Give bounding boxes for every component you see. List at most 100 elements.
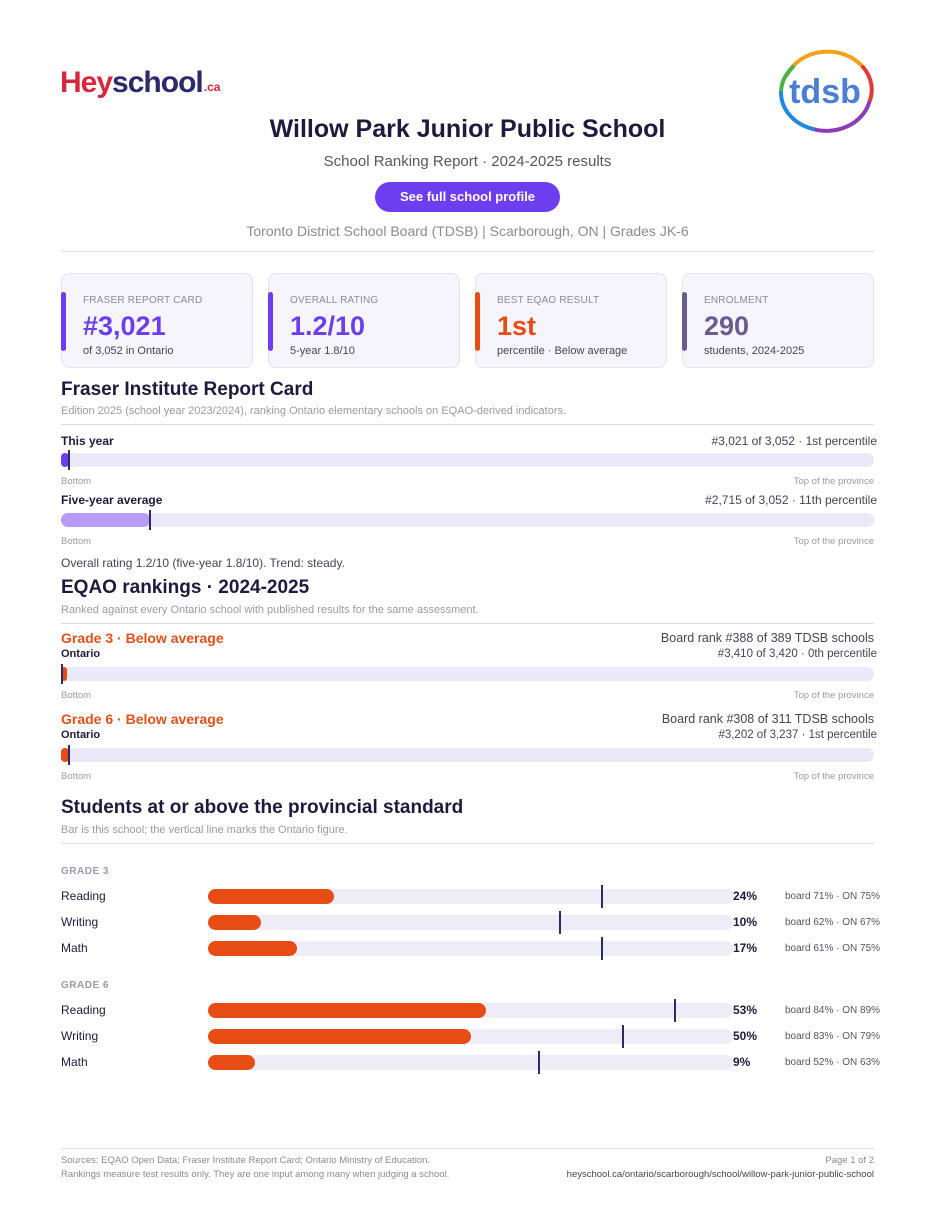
comparison-text: board 83% · ON 79% — [785, 1031, 881, 1042]
grade3-group-label: GRADE 3 — [61, 866, 109, 877]
card-label: FRASER REPORT CARD — [83, 295, 203, 306]
bar-marker — [149, 510, 152, 530]
subject-label: Writing — [61, 1029, 99, 1043]
bar-fill — [61, 453, 70, 467]
footer-sources: Sources: EQAO Open Data; Fraser Institut… — [61, 1155, 431, 1166]
eqao-board-rank: Board rank #388 of 389 TDSB schools — [660, 631, 874, 645]
subject-label: Math — [61, 1055, 88, 1069]
card-label: BEST EQAO RESULT — [497, 295, 600, 306]
school-title: Willow Park Junior Public School — [269, 115, 666, 143]
school-percent: 24% — [733, 889, 758, 903]
bar-fill — [61, 667, 67, 681]
heyschool-logo: Hey school .ca — [60, 66, 221, 99]
report-subtitle: School Ranking Report · 2024-2025 result… — [323, 153, 612, 170]
standards-heading: Students at or above the provincial stan… — [61, 797, 464, 818]
scale-bottom: Bottom — [61, 771, 92, 782]
board-location-line: Toronto District School Board (TDSB) | S… — [246, 223, 689, 239]
comparison-text: board 61% · ON 75% — [785, 943, 881, 954]
card-sub: students, 2024-2025 — [704, 345, 805, 357]
fraser-row-label: This year — [61, 434, 114, 448]
fraser-row-label: Five-year average — [61, 493, 163, 507]
bar-fill — [61, 748, 70, 762]
fraser-rank-card: FRASER REPORT CARD #3,021 of 3,052 in On… — [61, 273, 253, 368]
standard-bar — [208, 1025, 733, 1048]
comparison-text: board 84% · ON 89% — [785, 1005, 881, 1016]
divider — [61, 843, 874, 844]
school-percent: 10% — [733, 915, 758, 929]
scale-bottom: Bottom — [61, 536, 92, 547]
card-value: 1.2/10 — [290, 311, 366, 341]
ontario-marker — [600, 885, 603, 908]
bar-marker — [68, 450, 71, 470]
card-accent — [475, 292, 480, 351]
ontario-marker — [600, 937, 603, 960]
comparison-text: board 52% · ON 63% — [785, 1057, 881, 1068]
divider — [61, 251, 874, 252]
fraser-five-year-bar — [61, 510, 874, 530]
scale-top: Top of the province — [793, 771, 874, 782]
card-sub: 5-year 1.8/10 — [290, 345, 355, 357]
scale-top: Top of the province — [793, 536, 874, 547]
eqao-grade-title: Grade 3 · Below average — [61, 630, 224, 646]
divider — [61, 424, 874, 425]
standards-note: Bar is this school; the vertical line ma… — [61, 824, 348, 836]
bar-fill — [61, 513, 151, 527]
card-sub: percentile · Below average — [497, 345, 628, 357]
ontario-marker — [621, 1025, 624, 1048]
card-label: ENROLMENT — [704, 295, 769, 306]
full-profile-button[interactable]: See full school profile — [375, 182, 560, 212]
fraser-summary: Overall rating 1.2/10 (five-year 1.8/10)… — [61, 556, 345, 570]
comparison-text: board 71% · ON 75% — [785, 891, 881, 902]
scale-bottom: Bottom — [61, 690, 92, 701]
fraser-row-rank: #3,021 of 3,052 · 1st percentile — [711, 434, 877, 448]
eqao-board-rank: Board rank #308 of 311 TDSB schools — [661, 712, 874, 726]
footer-url[interactable]: heyschool.ca/ontario/scarborough/school/… — [566, 1169, 874, 1180]
scale-top: Top of the province — [793, 476, 874, 487]
standard-bar — [208, 937, 733, 960]
grade6-group-label: GRADE 6 — [61, 980, 109, 991]
card-label: OVERALL RATING — [290, 295, 379, 306]
eqao-prov-rank: #3,202 of 3,237 · 1st percentile — [718, 729, 877, 741]
subject-label: Reading — [61, 1003, 106, 1017]
divider — [61, 623, 874, 624]
eqao-grade3-bar — [61, 664, 874, 684]
school-fill — [208, 915, 261, 930]
overall-rating-card: OVERALL RATING 1.2/10 5-year 1.8/10 — [268, 273, 460, 368]
best-eqao-card: BEST EQAO RESULT 1st percentile · Below … — [475, 273, 667, 368]
eqao-prov-rank: #3,410 of 3,420 · 0th percentile — [717, 648, 877, 660]
standard-bar — [208, 911, 733, 934]
card-accent — [682, 292, 687, 351]
school-fill — [208, 1055, 256, 1070]
scale-bottom: Bottom — [61, 476, 92, 487]
bar-marker — [68, 745, 71, 765]
school-percent: 9% — [733, 1055, 751, 1069]
eqao-note: Ranked against every Ontario school with… — [61, 604, 479, 616]
fraser-this-year-bar — [61, 450, 874, 470]
page-number: Page 1 of 2 — [825, 1155, 874, 1166]
card-value: #3,021 — [83, 311, 166, 341]
school-fill — [208, 941, 298, 956]
subject-label: Reading — [61, 889, 106, 903]
school-fill — [208, 889, 334, 904]
eqao-grade-title: Grade 6 · Below average — [61, 711, 224, 727]
ontario-marker — [674, 999, 677, 1022]
footer-disclaimer: Rankings measure test results only. They… — [61, 1169, 450, 1180]
card-value: 1st — [497, 311, 537, 341]
tdsb-logo: tdsb — [779, 49, 874, 133]
ontario-marker — [537, 1051, 540, 1074]
standard-bar — [208, 999, 733, 1022]
card-accent — [268, 292, 273, 351]
fraser-note: Edition 2025 (school year 2023/2024), ra… — [61, 405, 567, 417]
fraser-row-rank: #2,715 of 3,052 · 11th percentile — [705, 493, 877, 507]
school-percent: 17% — [733, 941, 758, 955]
school-percent: 50% — [733, 1029, 758, 1043]
scale-top: Top of the province — [793, 690, 874, 701]
eqao-grade-sub: Ontario — [61, 648, 101, 660]
card-sub: of 3,052 in Ontario — [83, 345, 174, 357]
comparison-text: board 62% · ON 67% — [785, 917, 881, 928]
school-percent: 53% — [733, 1003, 758, 1017]
ontario-marker — [558, 911, 561, 934]
card-value: 290 — [704, 311, 750, 341]
subject-label: Writing — [61, 915, 99, 929]
school-fill — [208, 1003, 487, 1018]
